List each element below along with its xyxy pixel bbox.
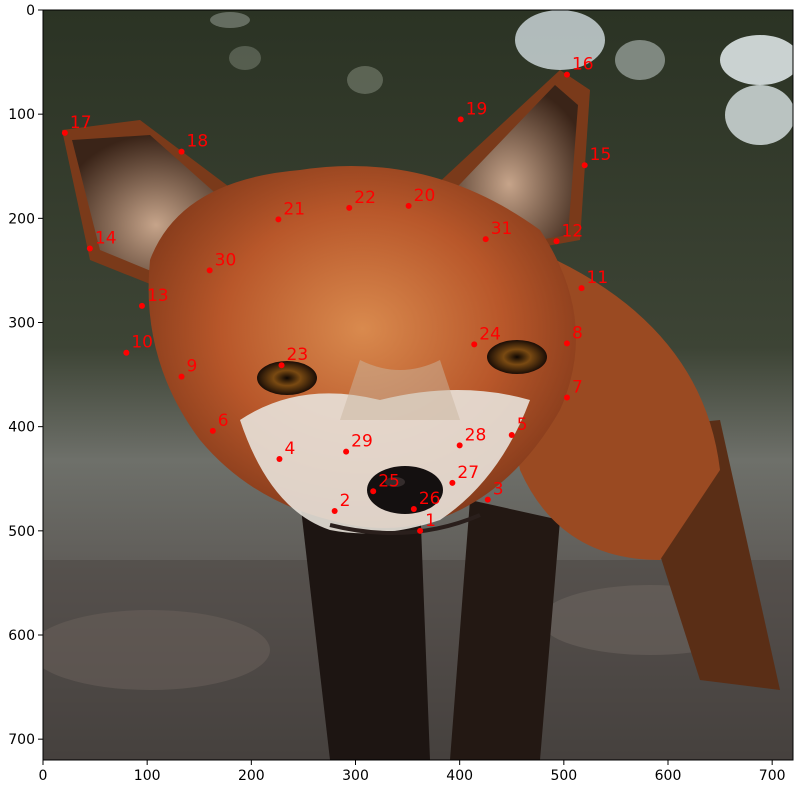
keypoint-6 xyxy=(209,427,216,434)
keypoint-label-30: 30 xyxy=(215,250,237,270)
y-tick-label: 100 xyxy=(8,107,35,123)
keypoint-label-10: 10 xyxy=(131,333,153,353)
keypoint-23 xyxy=(278,362,285,369)
y-axis: 0 100 200 300 400 500 600 700 xyxy=(8,3,43,748)
keypoint-16 xyxy=(563,71,570,78)
keypoint-label-8: 8 xyxy=(572,323,583,343)
x-tick-label: 200 xyxy=(238,768,265,784)
keypoint-14 xyxy=(86,245,93,252)
y-tick-label: 600 xyxy=(8,628,35,644)
keypoint-24 xyxy=(471,341,478,348)
keypoint-label-15: 15 xyxy=(590,145,612,165)
keypoint-label-6: 6 xyxy=(218,411,229,431)
x-axis: 0 100 200 300 400 500 600 700 xyxy=(39,760,786,784)
keypoint-layer: 1234567891011121314151617181920212223242… xyxy=(61,55,612,534)
y-tick-label: 300 xyxy=(8,316,35,332)
keypoint-label-1: 1 xyxy=(425,511,436,531)
keypoint-label-18: 18 xyxy=(187,132,209,152)
y-tick-label: 400 xyxy=(8,420,35,436)
keypoint-label-20: 20 xyxy=(414,186,436,206)
keypoint-label-13: 13 xyxy=(147,286,169,306)
axes-frame xyxy=(42,9,794,761)
x-tick-label: 300 xyxy=(342,768,369,784)
keypoint-27 xyxy=(449,479,456,486)
keypoint-30 xyxy=(206,267,213,274)
keypoint-label-24: 24 xyxy=(479,324,501,344)
keypoint-15 xyxy=(581,162,588,169)
keypoint-18 xyxy=(178,148,185,155)
keypoint-label-31: 31 xyxy=(491,219,513,239)
keypoint-9 xyxy=(178,373,185,380)
x-tick-label: 500 xyxy=(550,768,577,784)
keypoint-22 xyxy=(346,204,353,211)
x-tick-label: 100 xyxy=(134,768,161,784)
keypoint-31 xyxy=(482,236,489,243)
keypoint-7 xyxy=(563,394,570,401)
keypoint-12 xyxy=(553,238,560,245)
keypoint-4 xyxy=(276,455,283,462)
x-tick-label: 700 xyxy=(759,768,786,784)
keypoint-label-25: 25 xyxy=(378,471,400,491)
keypoint-label-29: 29 xyxy=(351,432,373,452)
keypoint-1 xyxy=(417,527,424,534)
keypoint-label-12: 12 xyxy=(562,221,584,241)
keypoint-10 xyxy=(123,349,130,356)
keypoint-29 xyxy=(343,448,350,455)
keypoint-11 xyxy=(578,285,585,292)
y-tick-label: 0 xyxy=(26,3,35,19)
keypoint-label-28: 28 xyxy=(465,425,487,445)
keypoint-label-23: 23 xyxy=(287,345,309,365)
keypoint-label-14: 14 xyxy=(95,229,117,249)
keypoint-label-9: 9 xyxy=(187,357,198,377)
y-tick-label: 500 xyxy=(8,524,35,540)
keypoint-label-16: 16 xyxy=(572,55,594,75)
keypoint-13 xyxy=(138,302,145,309)
y-tick-label: 200 xyxy=(8,211,35,227)
x-tick-label: 400 xyxy=(446,768,473,784)
keypoint-20 xyxy=(405,202,412,209)
keypoint-label-17: 17 xyxy=(70,113,92,133)
keypoint-label-27: 27 xyxy=(457,463,479,483)
keypoint-label-5: 5 xyxy=(517,415,528,435)
keypoint-label-2: 2 xyxy=(340,491,351,511)
keypoint-3 xyxy=(484,496,491,503)
keypoint-26 xyxy=(410,505,417,512)
keypoint-label-21: 21 xyxy=(283,199,305,219)
keypoint-19 xyxy=(457,116,464,123)
fox-photo xyxy=(43,10,793,760)
keypoint-25 xyxy=(370,488,377,495)
keypoint-label-22: 22 xyxy=(354,188,376,208)
keypoint-2 xyxy=(331,508,338,515)
keypoint-label-19: 19 xyxy=(466,99,488,119)
keypoint-label-26: 26 xyxy=(419,489,441,509)
keypoint-17 xyxy=(61,129,68,136)
keypoint-8 xyxy=(563,340,570,347)
keypoint-label-11: 11 xyxy=(587,268,609,288)
y-tick-label: 700 xyxy=(8,732,35,748)
keypoint-label-4: 4 xyxy=(284,439,295,459)
x-tick-label: 0 xyxy=(39,768,48,784)
keypoint-28 xyxy=(456,442,463,449)
keypoint-5 xyxy=(508,432,515,438)
keypoint-label-3: 3 xyxy=(493,480,504,500)
x-tick-label: 600 xyxy=(655,768,682,784)
keypoint-21 xyxy=(275,216,282,223)
keypoint-label-7: 7 xyxy=(572,378,583,398)
